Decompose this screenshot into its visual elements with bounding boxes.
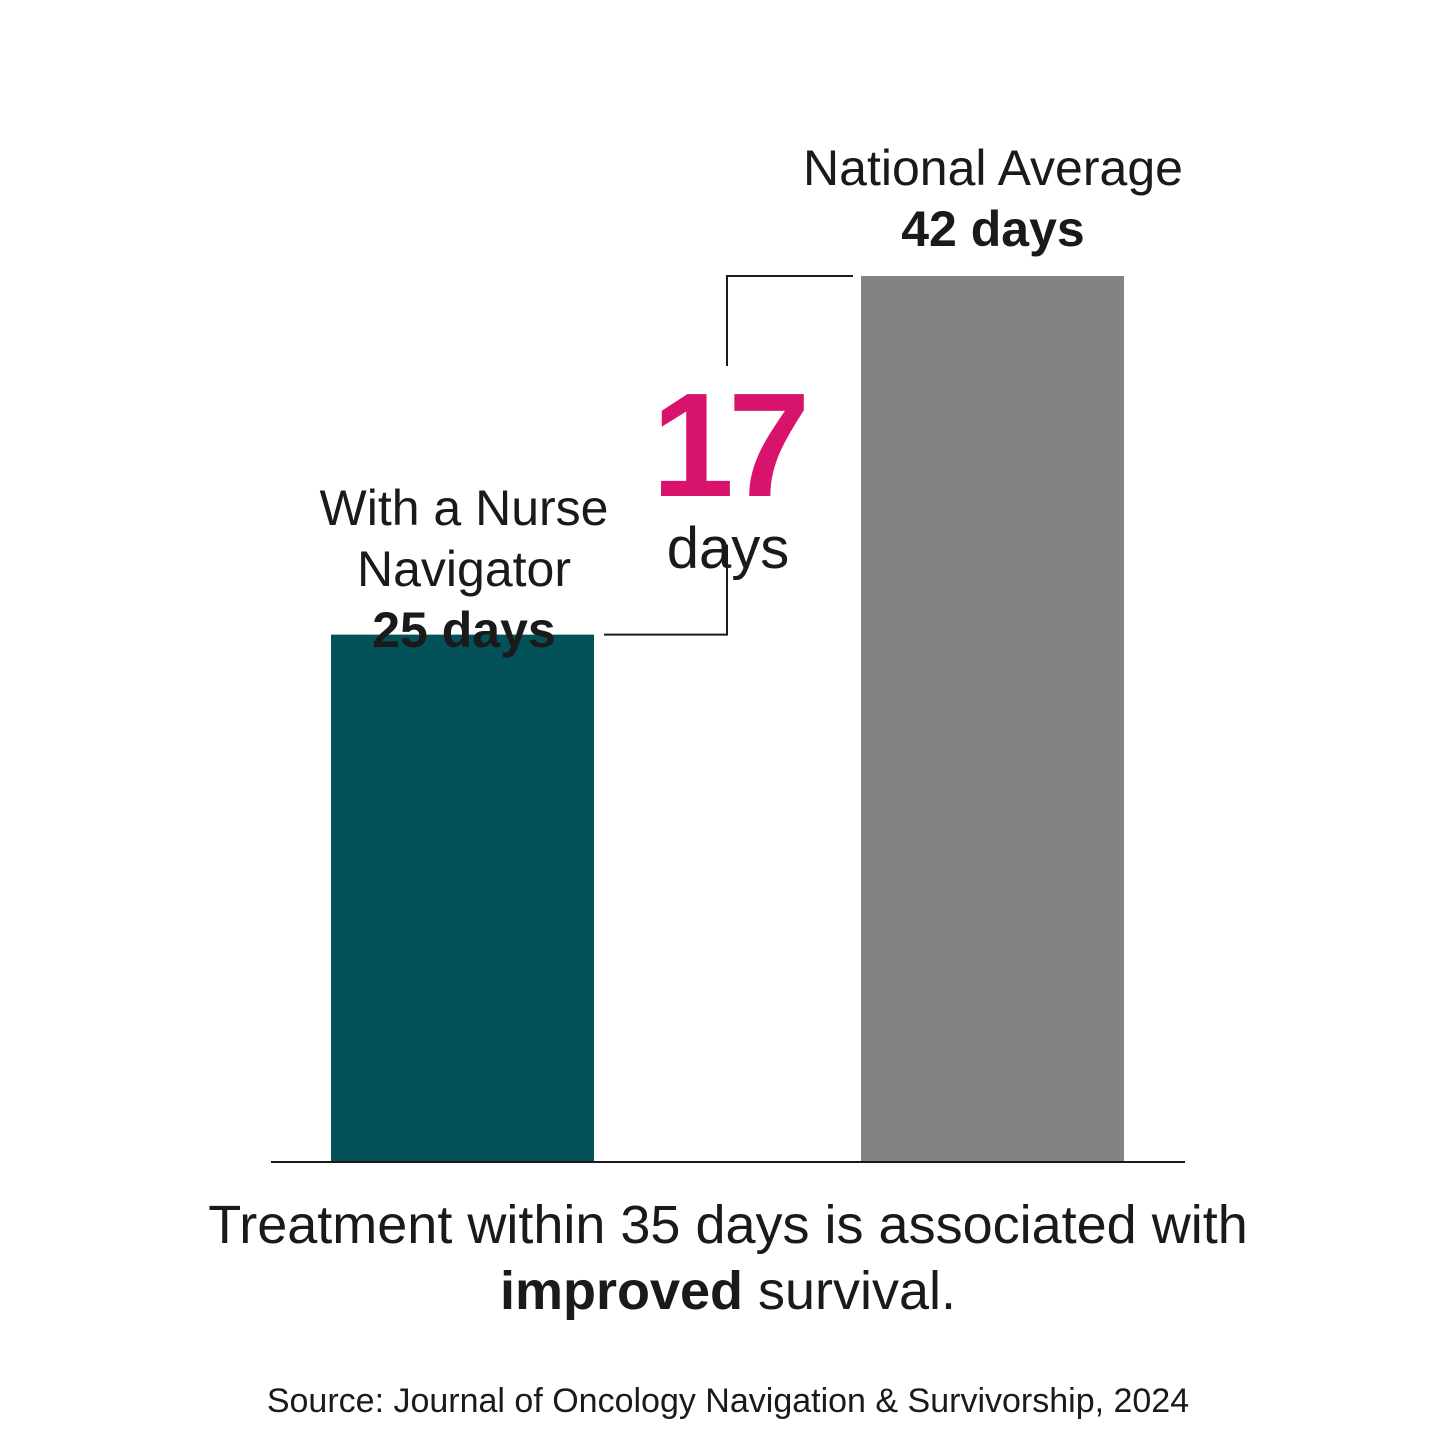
source-citation: Source: Journal of Oncology Navigation &… (266, 1382, 1190, 1420)
value-label-nurse-navigator: 25 days (372, 602, 556, 658)
category-label-nurse-navigator: With a Nurse Navigator (319, 480, 609, 597)
difference-unit: days (666, 516, 790, 581)
caption-text-part1: Treatment within 35 days is associated w… (208, 1195, 1248, 1255)
difference-bracket-bottom (604, 544, 728, 636)
bar-nurse-navigator (331, 634, 594, 1162)
value-label-national-average: 42 days (901, 201, 1085, 257)
caption-emphasis: improved (499, 1261, 743, 1322)
bar-label-nurse-navigator: With a Nurse Navigator 25 days (264, 478, 664, 661)
difference-bracket-top (726, 275, 853, 366)
bar-national-average (861, 276, 1124, 1162)
chart-caption: Treatment within 35 days is associated w… (128, 1192, 1328, 1325)
caption-text-part2: survival. (743, 1261, 957, 1322)
category-label-national-average: National Average (803, 140, 1183, 196)
difference-annotation: 17 days (628, 372, 828, 578)
difference-value: 17 (651, 363, 811, 528)
bar-label-national-average: National Average 42 days (743, 138, 1243, 260)
